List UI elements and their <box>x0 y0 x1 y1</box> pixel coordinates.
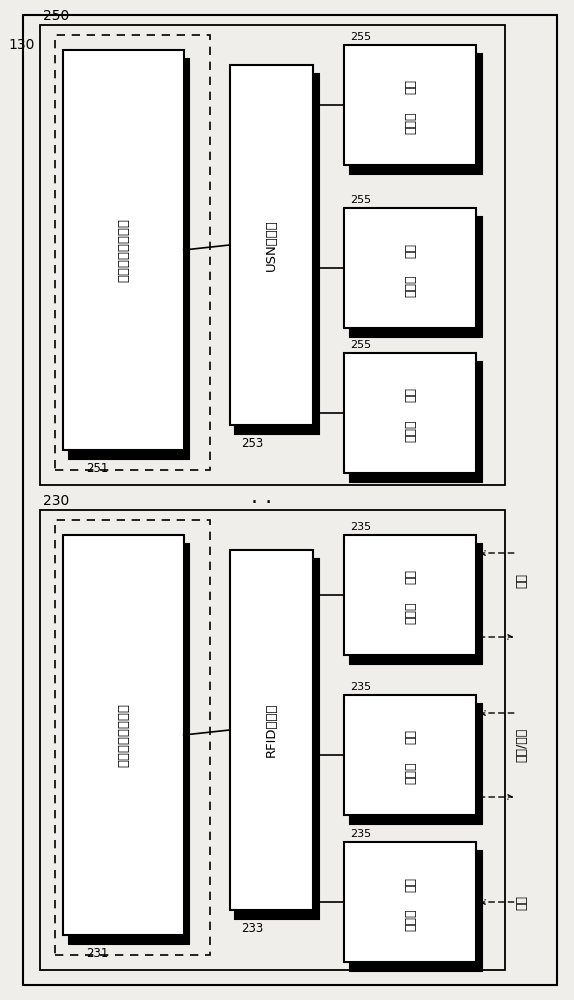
Text: 233: 233 <box>241 922 263 935</box>
Text: 适配器: 适配器 <box>404 602 417 624</box>
Text: · ·: · · <box>251 493 272 513</box>
Text: 231: 231 <box>86 947 108 960</box>
Text: 255: 255 <box>350 32 371 42</box>
Text: 235: 235 <box>350 829 371 839</box>
Text: 请求/响应: 请求/响应 <box>516 728 529 762</box>
Bar <box>344 695 476 815</box>
Bar <box>63 50 184 450</box>
Bar <box>230 65 313 425</box>
Text: 装备: 装备 <box>404 730 417 744</box>
Text: 装备: 装备 <box>404 80 417 95</box>
Text: USN核心部: USN核心部 <box>265 219 278 271</box>
Bar <box>344 45 476 165</box>
Text: 130: 130 <box>9 38 35 52</box>
Bar <box>40 510 505 970</box>
Bar <box>235 559 319 919</box>
Bar <box>344 535 476 655</box>
Text: 管制服务器适配器: 管制服务器适配器 <box>117 218 130 282</box>
Bar <box>350 217 482 337</box>
Text: 适配器: 适配器 <box>404 275 417 297</box>
Bar <box>350 704 482 824</box>
Text: 装备: 装备 <box>404 876 417 892</box>
Bar <box>350 362 482 482</box>
Text: 253: 253 <box>241 437 263 450</box>
Text: 装备: 装备 <box>404 569 417 584</box>
Text: 235: 235 <box>350 522 371 532</box>
Bar <box>55 520 210 955</box>
Text: 适配器: 适配器 <box>404 762 417 784</box>
Text: 255: 255 <box>350 340 371 350</box>
Text: 适配器: 适配器 <box>404 420 417 442</box>
Bar <box>350 54 482 174</box>
Bar <box>235 74 319 434</box>
Text: 适配器: 适配器 <box>404 909 417 931</box>
Text: 装备: 装备 <box>404 387 417 402</box>
Text: 适配器: 适配器 <box>404 112 417 134</box>
Bar <box>350 544 482 664</box>
Text: 复合: 复合 <box>516 572 529 587</box>
Text: 255: 255 <box>350 195 371 205</box>
Text: 250: 250 <box>43 9 69 23</box>
Text: 装备: 装备 <box>404 242 417 257</box>
Text: 管制服务器适配器: 管制服务器适配器 <box>117 703 130 767</box>
Text: 轮询: 轮询 <box>516 894 529 910</box>
Bar <box>55 35 210 470</box>
Bar <box>230 550 313 910</box>
Text: 230: 230 <box>43 494 69 508</box>
Bar <box>344 353 476 473</box>
Bar <box>63 535 184 935</box>
Bar <box>69 59 189 459</box>
Text: 235: 235 <box>350 682 371 692</box>
Bar <box>344 208 476 328</box>
Text: RFID核心部: RFID核心部 <box>265 703 278 757</box>
Text: 251: 251 <box>86 462 108 475</box>
Bar <box>69 544 189 944</box>
Bar <box>350 851 482 971</box>
Bar <box>40 25 505 485</box>
Bar <box>344 842 476 962</box>
